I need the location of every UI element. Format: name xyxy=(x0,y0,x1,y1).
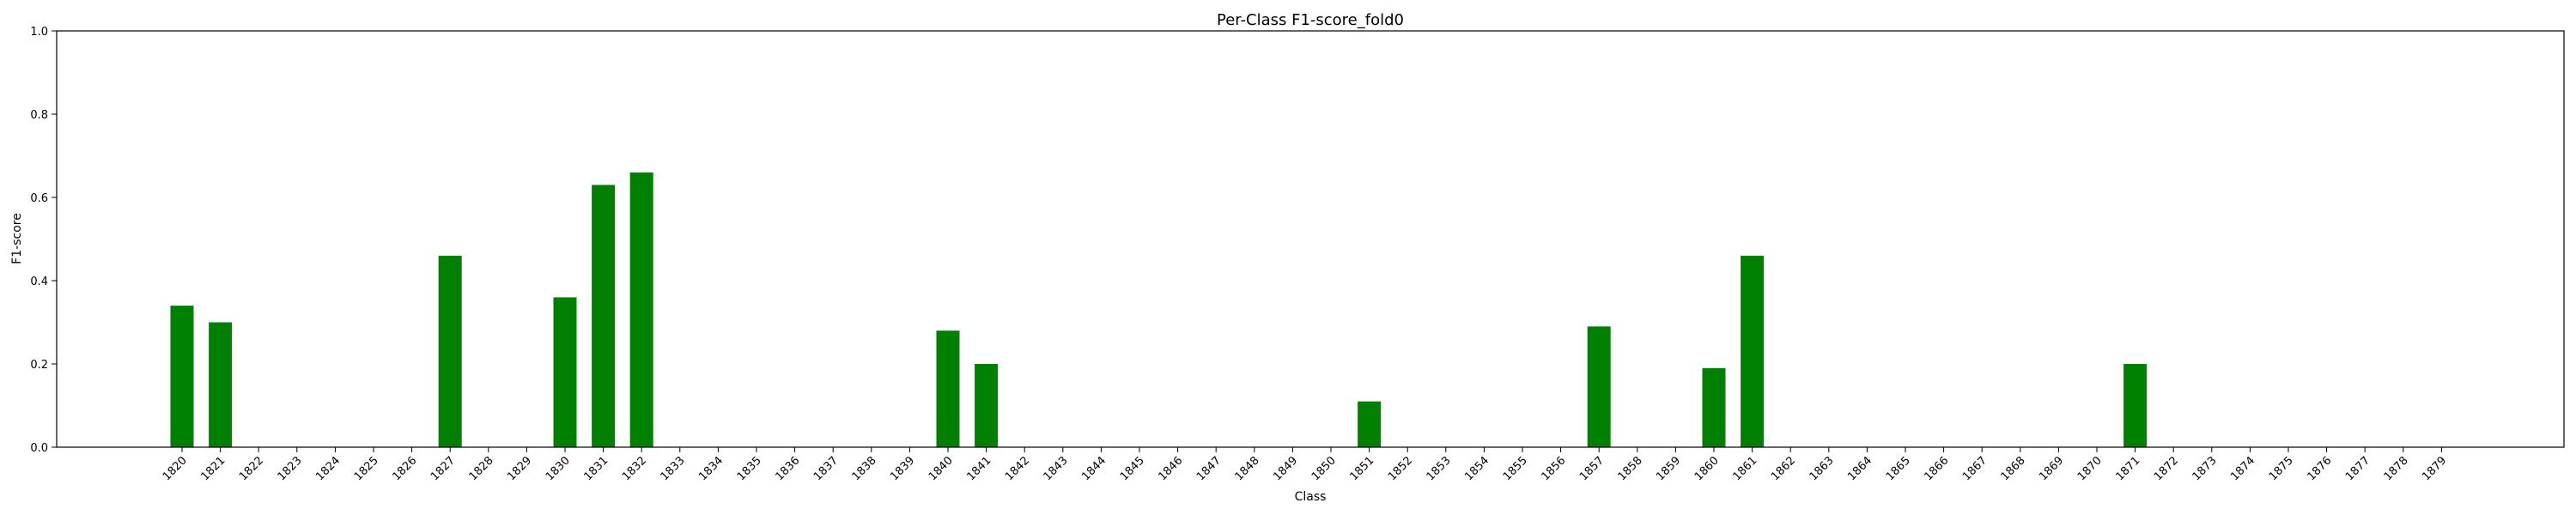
x-tick-label-1826: 1826 xyxy=(390,454,419,483)
x-tick-label-1834: 1834 xyxy=(696,454,726,483)
y-axis: 0.0 0.2 0.4 0.6 0.8 1.0 xyxy=(30,26,57,455)
x-tick-label-1861: 1861 xyxy=(1730,454,1759,483)
x-tick-label-1848: 1848 xyxy=(1233,454,1262,483)
plot-frame xyxy=(56,30,2565,448)
x-tick-label-1854: 1854 xyxy=(1462,454,1492,483)
x-tick-label-1833: 1833 xyxy=(659,454,688,483)
bar-1831 xyxy=(592,185,616,447)
x-tick-label-1871: 1871 xyxy=(2113,454,2142,483)
x-tick-label-1877: 1877 xyxy=(2343,454,2372,483)
x-tick-label-1865: 1865 xyxy=(1884,454,1913,483)
bars xyxy=(170,172,2148,447)
x-tick-label-1855: 1855 xyxy=(1501,454,1530,483)
bar-1861 xyxy=(1741,255,1765,447)
x-tick-label-1839: 1839 xyxy=(888,454,917,483)
bar-1857 xyxy=(1587,326,1611,447)
y-tick-label: 0.2 xyxy=(30,359,48,372)
x-tick-label-1850: 1850 xyxy=(1309,454,1339,483)
bar-1871 xyxy=(2123,364,2148,447)
x-tick-label-1876: 1876 xyxy=(2305,454,2334,483)
x-tick-label-1857: 1857 xyxy=(1577,454,1607,483)
bar-1841 xyxy=(975,364,999,447)
bar-1820 xyxy=(170,306,194,447)
x-tick-label-1838: 1838 xyxy=(850,454,879,483)
x-tick-label-1820: 1820 xyxy=(161,454,190,483)
x-tick-label-1822: 1822 xyxy=(237,454,266,483)
x-tick-label-1825: 1825 xyxy=(352,454,381,483)
x-tick-label-1856: 1856 xyxy=(1539,454,1568,483)
x-tick-label-1863: 1863 xyxy=(1807,454,1837,483)
bar-1840 xyxy=(936,330,960,447)
x-tick-label-1843: 1843 xyxy=(1042,454,1071,483)
y-tick-label: 0.4 xyxy=(30,276,48,288)
x-tick-label-1832: 1832 xyxy=(620,454,649,483)
x-axis: 1820 1821 1822 1823 1824 1825 1826 1827 1828 1829… xyxy=(161,447,2449,483)
x-tick-label-1835: 1835 xyxy=(735,454,764,483)
x-tick-label-1844: 1844 xyxy=(1079,454,1109,483)
x-tick-label-1873: 1873 xyxy=(2190,454,2220,483)
x-tick-label-1836: 1836 xyxy=(773,454,802,483)
x-tick-label-1849: 1849 xyxy=(1271,454,1300,483)
y-tick-label: 0.8 xyxy=(30,109,48,122)
x-tick-label-1842: 1842 xyxy=(1003,454,1032,483)
x-tick-label-1868: 1868 xyxy=(1999,454,2028,483)
y-tick-label: 0.6 xyxy=(30,192,48,205)
x-tick-label-1828: 1828 xyxy=(467,454,496,483)
x-tick-label-1869: 1869 xyxy=(2037,454,2066,483)
x-tick-label-1858: 1858 xyxy=(1616,454,1645,483)
bar-1827 xyxy=(438,255,462,447)
x-tick-label-1862: 1862 xyxy=(1769,454,1798,483)
x-tick-label-1840: 1840 xyxy=(927,454,956,483)
x-tick-label-1867: 1867 xyxy=(1960,454,1990,483)
x-tick-label-1821: 1821 xyxy=(198,454,228,483)
x-tick-label-1847: 1847 xyxy=(1194,454,1224,483)
x-tick-label-1879: 1879 xyxy=(2420,454,2449,483)
x-tick-label-1878: 1878 xyxy=(2382,454,2411,483)
x-tick-label-1870: 1870 xyxy=(2075,454,2105,483)
x-tick-label-1851: 1851 xyxy=(1347,454,1376,483)
y-axis-label: F1-score xyxy=(10,213,24,264)
x-tick-label-1859: 1859 xyxy=(1654,454,1683,483)
x-axis-label: Class xyxy=(1295,490,1327,504)
x-tick-label-1866: 1866 xyxy=(1922,454,1951,483)
y-tick-label: 1.0 xyxy=(30,26,48,39)
x-tick-label-1841: 1841 xyxy=(964,454,993,483)
x-tick-label-1827: 1827 xyxy=(428,454,458,483)
bar-1830 xyxy=(553,297,577,447)
bar-1821 xyxy=(209,322,233,447)
bar-1860 xyxy=(1702,367,1726,447)
x-tick-label-1831: 1831 xyxy=(581,454,611,483)
x-tick-label-1872: 1872 xyxy=(2152,454,2181,483)
x-tick-label-1823: 1823 xyxy=(276,454,305,483)
x-tick-label-1837: 1837 xyxy=(811,454,841,483)
bar-1832 xyxy=(629,172,653,447)
x-tick-label-1874: 1874 xyxy=(2228,454,2257,483)
x-tick-label-1829: 1829 xyxy=(505,454,534,483)
chart-title: Per-Class F1-score_fold0 xyxy=(1217,11,1404,29)
y-tick-label: 0.0 xyxy=(30,442,48,455)
x-tick-label-1853: 1853 xyxy=(1425,454,1454,483)
x-tick-label-1875: 1875 xyxy=(2267,454,2296,483)
x-tick-label-1824: 1824 xyxy=(313,454,343,483)
x-tick-label-1830: 1830 xyxy=(544,454,573,483)
bar-1851 xyxy=(1358,401,1382,447)
x-tick-label-1860: 1860 xyxy=(1692,454,1722,483)
x-tick-label-1845: 1845 xyxy=(1118,454,1147,483)
x-tick-label-1864: 1864 xyxy=(1845,454,1874,483)
x-tick-label-1846: 1846 xyxy=(1156,454,1185,483)
x-tick-label-1852: 1852 xyxy=(1386,454,1415,483)
